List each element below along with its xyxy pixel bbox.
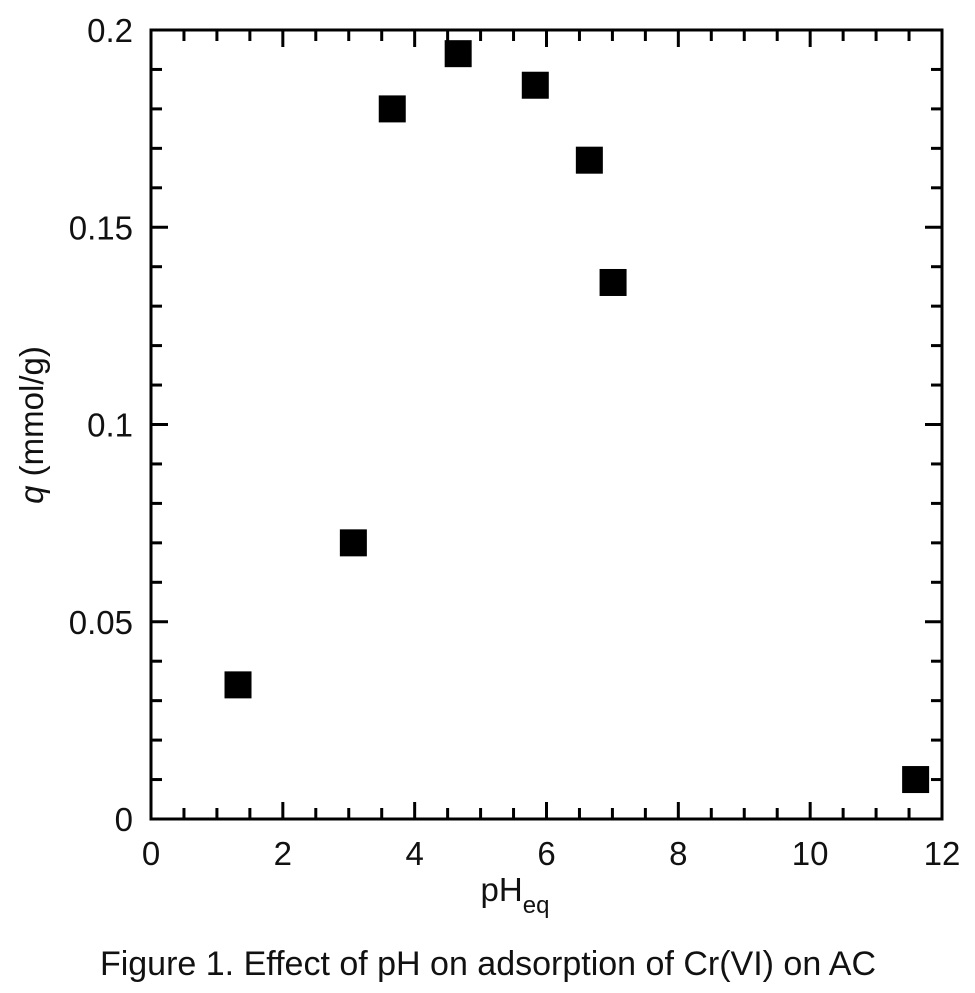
data-markers <box>224 40 930 794</box>
x-tick-label: 12 <box>924 835 961 872</box>
x-axis-title-main: pH <box>481 871 523 908</box>
x-tick-label: 8 <box>669 835 687 872</box>
data-point <box>339 529 367 557</box>
data-point <box>444 40 472 68</box>
y-axis-title: q (mmol/g) <box>13 346 50 504</box>
y-tick-label: 0.2 <box>87 12 133 49</box>
x-tick-label: 2 <box>274 835 292 872</box>
x-axis-title: pHeq <box>481 871 550 919</box>
y-tick-label: 0.1 <box>87 407 133 444</box>
data-point <box>378 95 406 123</box>
data-point <box>521 71 549 99</box>
figure-caption: Figure 1. Effect of pH on adsorption of … <box>100 945 876 983</box>
tick-labels: 0 2 4 6 8 10 12 0 0.05 0.1 0.15 0.2 <box>69 12 961 872</box>
data-point <box>902 766 930 794</box>
y-tick-label: 0.05 <box>69 604 133 641</box>
x-tick-label: 10 <box>792 835 829 872</box>
x-tick-label: 4 <box>405 835 423 872</box>
plot-frame <box>149 28 944 821</box>
y-tick-label: 0.15 <box>69 209 133 246</box>
y-axis-title-symbol: q <box>13 485 50 504</box>
x-tick-label: 0 <box>142 835 160 872</box>
data-point <box>224 671 252 699</box>
data-point <box>575 146 603 174</box>
x-axis-title-subscript: eq <box>523 892 550 919</box>
x-tick-label: 6 <box>537 835 555 872</box>
axis-ticks <box>151 30 942 819</box>
y-tick-label: 0 <box>115 801 133 838</box>
y-axis-title-unit: (mmol/g) <box>13 346 50 485</box>
data-point <box>599 268 627 296</box>
